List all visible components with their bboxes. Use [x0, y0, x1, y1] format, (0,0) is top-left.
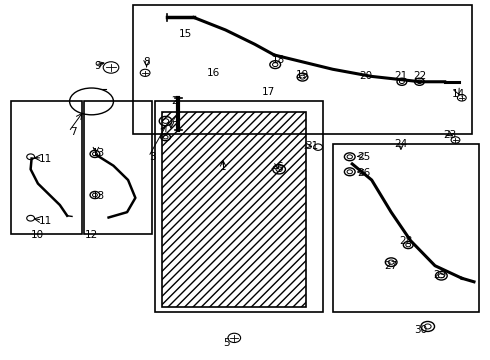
Text: 12: 12: [85, 230, 98, 240]
Ellipse shape: [70, 88, 114, 115]
Text: 11: 11: [39, 154, 52, 163]
Text: 1: 1: [220, 162, 226, 172]
Text: 2: 2: [171, 96, 178, 107]
Text: 27: 27: [385, 261, 398, 271]
Text: 31: 31: [306, 141, 319, 151]
Bar: [333, 144, 479, 312]
Bar: [84, 102, 152, 234]
Text: 5: 5: [223, 338, 230, 347]
Text: 6: 6: [276, 162, 282, 172]
Text: 26: 26: [358, 168, 371, 178]
Text: 20: 20: [359, 71, 372, 81]
Text: 14: 14: [452, 89, 465, 99]
Text: 22: 22: [413, 71, 426, 81]
Bar: [133, 5, 471, 134]
Bar: [155, 102, 323, 312]
Text: 17: 17: [262, 87, 275, 98]
Bar: [11, 102, 82, 234]
Text: 15: 15: [179, 28, 192, 39]
Text: 16: 16: [207, 68, 220, 78]
Text: 7: 7: [70, 127, 77, 137]
Text: 4: 4: [171, 116, 178, 126]
Text: 29: 29: [433, 270, 446, 280]
Text: 23: 23: [443, 130, 456, 140]
Text: 11: 11: [39, 216, 52, 226]
Text: 28: 28: [399, 236, 413, 246]
Text: 3: 3: [149, 152, 156, 162]
Text: 13: 13: [92, 191, 105, 201]
Bar: [162, 112, 306, 307]
Text: 24: 24: [394, 139, 408, 149]
Text: 8: 8: [143, 57, 150, 67]
Text: 25: 25: [358, 152, 371, 162]
Text: 18: 18: [271, 55, 285, 65]
Text: 9: 9: [95, 61, 101, 71]
Text: 19: 19: [296, 69, 309, 80]
Text: 30: 30: [414, 325, 427, 335]
Text: 21: 21: [394, 71, 408, 81]
Text: 10: 10: [30, 230, 44, 240]
Text: 13: 13: [92, 148, 105, 158]
